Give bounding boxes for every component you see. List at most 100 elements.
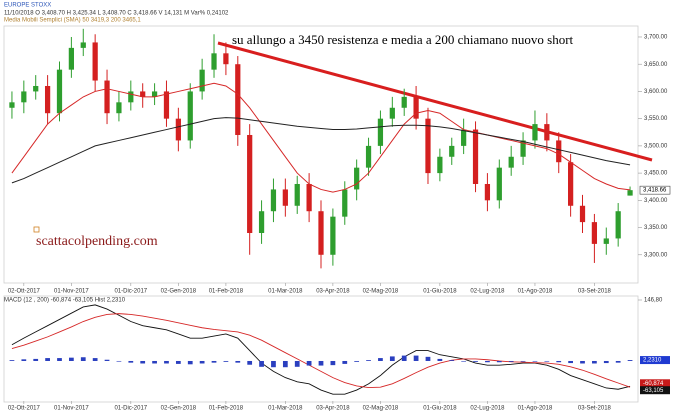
value-box [640, 379, 670, 388]
histogram-bar [294, 360, 300, 367]
candle-body [92, 42, 98, 81]
histogram-bar [128, 360, 134, 363]
histogram-bar [187, 360, 193, 365]
candle-body [330, 216, 336, 255]
histogram-bar [580, 360, 585, 364]
macd-title: MACD (12 , 200) -60,874 -63,105 Hist 2,2… [4, 298, 126, 304]
y-tick-label: 3,550.00 [644, 116, 668, 122]
x-tick-label: 01-Nov-2017 [54, 289, 89, 295]
histogram-bar [175, 360, 181, 364]
candle-body [306, 183, 312, 212]
histogram-bar [556, 360, 562, 363]
candle-body [568, 162, 574, 206]
histogram-bar [116, 360, 122, 362]
candle-body [116, 102, 122, 114]
x-tick-label: 02-Mag-2018 [363, 406, 399, 412]
candle-body [496, 167, 502, 201]
candle-body [377, 118, 384, 146]
line-series [11, 117, 631, 184]
watermark: scattacolpending.com [36, 234, 158, 249]
candle-body [425, 118, 431, 174]
histogram-bar [282, 360, 288, 368]
candle-body [389, 107, 395, 119]
y-tick-label: 3,500.00 [644, 143, 668, 149]
histogram-bar [271, 360, 276, 368]
candle-body [187, 91, 193, 141]
histogram-bar [378, 358, 383, 361]
x-tick-label: 01-Feb-2018 [209, 406, 244, 412]
candle-body [270, 189, 277, 212]
line-series [11, 313, 631, 389]
histogram-bar [318, 360, 324, 366]
candle-body [199, 69, 205, 92]
candle-body [484, 183, 491, 201]
x-tick-label: 01-Mar-2018 [268, 406, 303, 412]
histogram-bar [235, 360, 241, 363]
x-tick-label: 01-Ago-2018 [518, 406, 553, 412]
histogram-bar [366, 360, 371, 361]
value-box-label: 2,2310 [643, 358, 662, 364]
histogram-bar [164, 360, 169, 364]
histogram-bar [92, 358, 98, 361]
candle-body [104, 80, 110, 114]
candle-body [461, 129, 467, 146]
candle-body [544, 124, 550, 141]
histogram-bar [461, 360, 467, 362]
indicator-info: Media Mobili Semplici (SMA) 50 3419,3 20… [4, 18, 141, 24]
histogram-bar [413, 355, 419, 361]
value-box-label: -60,874 [643, 381, 664, 387]
last-price-label: 3,418.66 [643, 188, 667, 194]
histogram-bar [520, 360, 526, 362]
line-series [11, 82, 631, 193]
x-tick-label: 01-Giu-2018 [423, 406, 457, 412]
histogram-bar [330, 360, 336, 366]
ohlc-info: 11/10/2018 O 3,408.70 H 3,425.34 L 3,408… [4, 11, 229, 17]
value-box [640, 356, 670, 365]
histogram-bar [496, 360, 502, 363]
histogram-bar [247, 360, 253, 365]
histogram-bar [425, 356, 431, 361]
histogram-bar [45, 358, 50, 361]
x-tick-label: 02-Gen-2018 [161, 406, 197, 412]
x-tick-label: 01-Nov-2017 [54, 406, 89, 412]
x-tick-label: 01-Feb-2018 [209, 289, 244, 295]
candle-body [472, 129, 479, 184]
histogram-bar [401, 355, 407, 361]
candle-body [354, 167, 360, 190]
candle-body [211, 53, 217, 70]
candle-body [556, 140, 562, 163]
histogram-bar [532, 360, 538, 362]
histogram-bar [211, 360, 217, 363]
histogram-bar [152, 360, 157, 364]
candle-body [318, 211, 324, 255]
candle-body [9, 102, 15, 108]
candle-body [437, 156, 443, 174]
candle-body [520, 140, 526, 157]
histogram-bar [140, 360, 146, 364]
x-tick-label: 01-Dic-2017 [114, 289, 147, 295]
x-tick-label: 03-Set-2018 [578, 289, 612, 295]
histogram-bar [592, 360, 597, 364]
y-tick-label: 146,80 [644, 298, 663, 304]
histogram-bar [544, 360, 550, 362]
histogram-bar [57, 358, 62, 361]
histogram-bar [259, 360, 264, 367]
candle-body [68, 47, 74, 70]
candle-body [627, 190, 633, 196]
histogram-bar [69, 357, 74, 361]
candle-body [532, 124, 538, 141]
histogram-bar [306, 360, 312, 366]
candle-body [579, 205, 586, 223]
last-price-box [639, 185, 671, 195]
price-panel-frame [3, 25, 639, 284]
x-tick-label: 01-Giu-2018 [423, 289, 457, 295]
x-tick-label: 02-Mag-2018 [363, 289, 399, 295]
y-tick-label: 3,300.00 [644, 252, 668, 258]
candle-body [128, 91, 134, 103]
candle-body [508, 156, 514, 168]
histogram-bar [9, 360, 15, 361]
value-box [640, 386, 670, 395]
x-tick-label: 02-Ott-2017 [8, 289, 41, 295]
